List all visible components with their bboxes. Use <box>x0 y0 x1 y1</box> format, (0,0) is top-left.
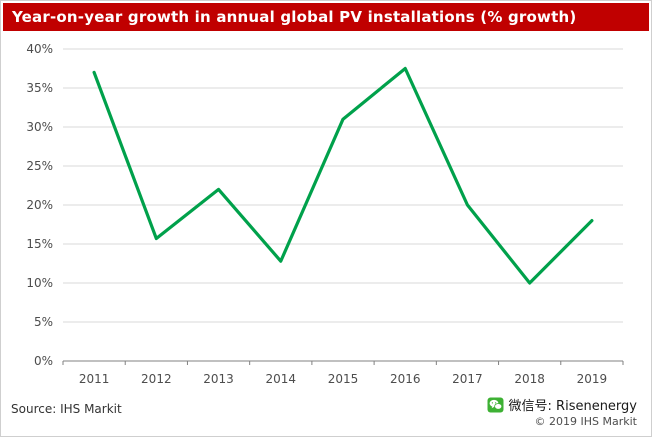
copyright-label: © 2019 IHS Markit <box>534 415 637 428</box>
x-tick-label: 2014 <box>266 372 297 386</box>
y-tick-label: 20% <box>26 198 53 212</box>
x-tick-label: 2011 <box>79 372 110 386</box>
x-tick-label: 2016 <box>390 372 421 386</box>
source-label: Source: IHS Markit <box>11 402 122 416</box>
y-tick-label: 35% <box>26 81 53 95</box>
y-tick-label: 5% <box>34 315 53 329</box>
y-tick-label: 30% <box>26 120 53 134</box>
wechat-signature: 微信号: Risenenergy © 2019 IHS Markit <box>487 395 637 428</box>
wechat-row: 微信号: Risenenergy <box>487 395 637 414</box>
y-tick-label: 40% <box>26 42 53 56</box>
x-tick-label: 2019 <box>577 372 608 386</box>
y-tick-label: 25% <box>26 159 53 173</box>
y-tick-label: 15% <box>26 237 53 251</box>
chart-title: Year-on-year growth in annual global PV … <box>12 8 577 26</box>
wechat-id-label: 微信号: Risenenergy <box>508 399 637 414</box>
x-tick-label: 2013 <box>203 372 234 386</box>
chart-title-bar: Year-on-year growth in annual global PV … <box>3 3 649 31</box>
y-tick-label: 10% <box>26 276 53 290</box>
x-tick-label: 2015 <box>328 372 359 386</box>
wechat-icon <box>487 397 504 412</box>
x-tick-label: 2017 <box>452 372 483 386</box>
x-tick-label: 2012 <box>141 372 172 386</box>
pv-growth-series-line <box>92 66 594 285</box>
y-tick-label: 0% <box>34 354 53 368</box>
pv-growth-line-chart: 0% 5% 10% 15% 20% 25% 30% 35% 40% 2011 2012 2013 201… <box>26 42 624 386</box>
x-tick-label: 2018 <box>514 372 545 386</box>
